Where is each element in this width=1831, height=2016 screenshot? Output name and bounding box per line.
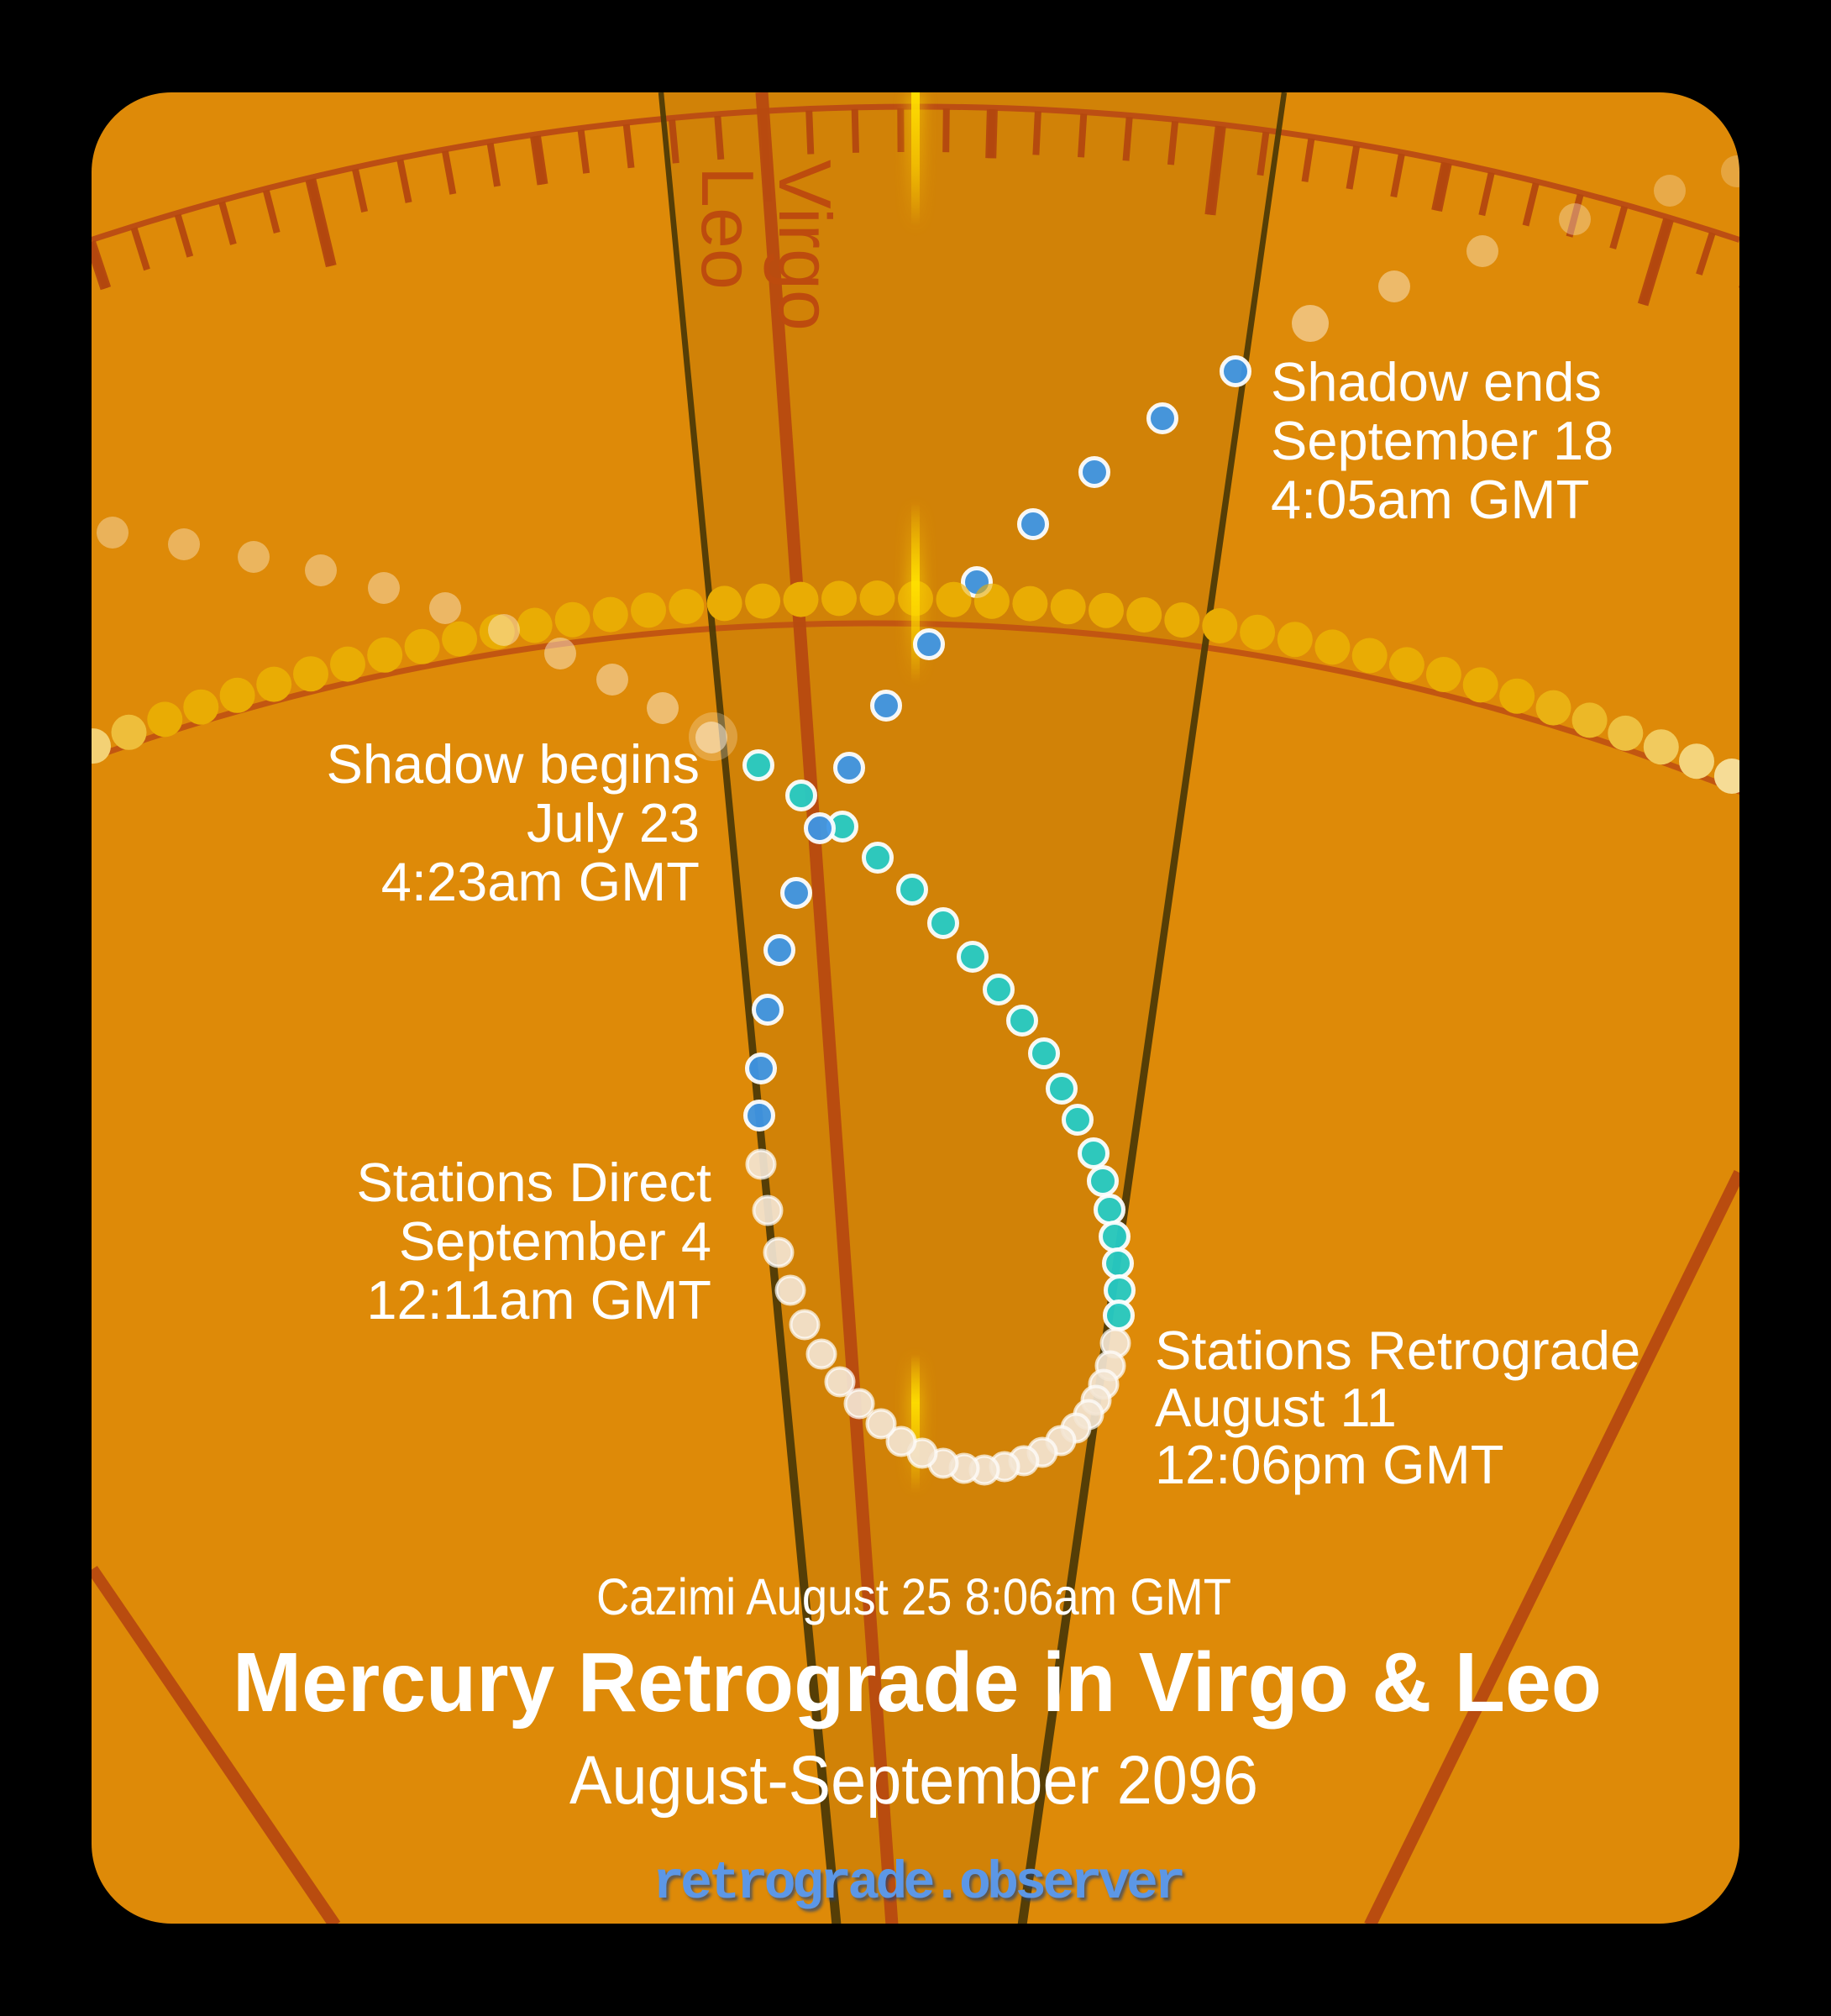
svg-text:August-September 2096: August-September 2096 xyxy=(569,1742,1258,1819)
svg-text:Leo: Leo xyxy=(686,166,769,290)
svg-text:12:06pm GMT: 12:06pm GMT xyxy=(1155,1434,1503,1495)
svg-text:Mercury Retrograde in Virgo &: Mercury Retrograde in Virgo & Leo xyxy=(233,1635,1602,1730)
svg-text:retrograde.observer: retrograde.observer xyxy=(653,1854,1183,1914)
svg-text:August 11: August 11 xyxy=(1155,1377,1397,1438)
svg-text:September 4: September 4 xyxy=(399,1210,711,1272)
svg-text:4:23am GMT: 4:23am GMT xyxy=(381,851,700,912)
svg-text:Cazimi August 25 8:06am GMT: Cazimi August 25 8:06am GMT xyxy=(596,1568,1231,1625)
svg-text:Virgo: Virgo xyxy=(763,160,847,331)
svg-text:Shadow ends: Shadow ends xyxy=(1271,351,1602,412)
svg-text:Shadow begins: Shadow begins xyxy=(327,733,700,795)
svg-text:4:05am GMT: 4:05am GMT xyxy=(1271,469,1589,530)
svg-text:July 23: July 23 xyxy=(527,792,700,853)
svg-text:12:11am GMT: 12:11am GMT xyxy=(366,1269,711,1331)
svg-text:Stations Retrograde: Stations Retrograde xyxy=(1155,1320,1640,1381)
svg-text:Stations Direct: Stations Direct xyxy=(356,1152,711,1213)
svg-text:September 18: September 18 xyxy=(1271,410,1613,471)
